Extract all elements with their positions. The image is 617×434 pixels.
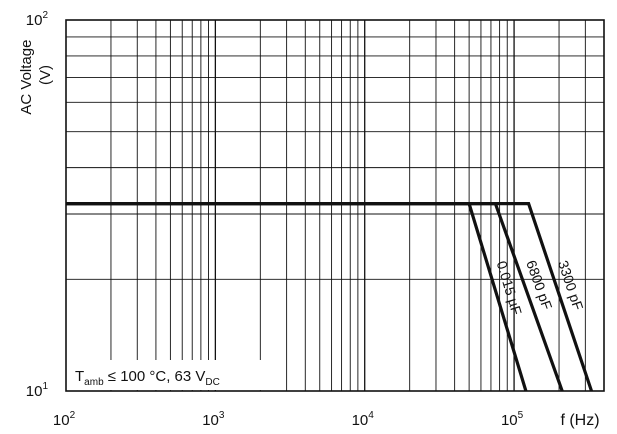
annotation: Tamb ≤ 100 °C, 63 VDC [75, 368, 220, 388]
series-line [66, 202, 594, 392]
plot-frame [65, 19, 605, 392]
x-tick-label: 103 [202, 410, 225, 429]
annotation-background [68, 360, 264, 390]
x-tick-label: 105 [501, 410, 524, 429]
series-label: 0.015 µF [494, 259, 525, 317]
y-axis-label: AC Voltage (V) [18, 35, 54, 114]
y-axis-label-line1: AC Voltage [18, 40, 35, 115]
y-tick-label: 102 [26, 10, 49, 29]
x-tick-label: 102 [53, 410, 76, 429]
x-axis-label: f (Hz) [560, 412, 599, 429]
annotation-t-subscript: amb [84, 377, 104, 388]
annotation-t: T [75, 368, 84, 385]
annotation-v-subscript: DC [205, 377, 219, 388]
grid [66, 20, 604, 391]
annotation-condition: ≤ 100 °C, 63 V [104, 368, 206, 385]
y-axis-label-line2: (V) [37, 65, 54, 85]
x-tick-label: 104 [352, 410, 375, 429]
y-tick-label: 101 [26, 381, 49, 400]
series-label: 3300 pF [555, 258, 587, 312]
